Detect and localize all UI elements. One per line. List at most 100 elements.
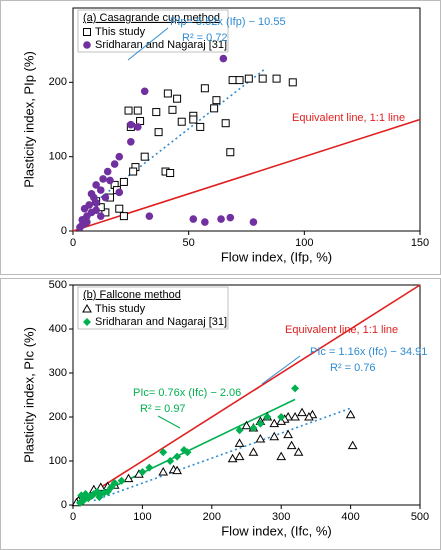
point	[228, 76, 237, 85]
point	[129, 167, 138, 176]
point	[201, 218, 209, 226]
point	[283, 429, 294, 439]
x-tick-label: 0	[70, 511, 76, 523]
annotation-arrow	[127, 27, 169, 61]
point	[110, 160, 119, 168]
point	[235, 76, 244, 85]
annotation: Equivalent line, 1:1 line	[292, 112, 405, 124]
y-tick-label: 300	[49, 367, 67, 379]
point	[80, 204, 89, 213]
y-tick-label: 0	[61, 225, 67, 237]
point	[255, 433, 266, 443]
point	[248, 447, 259, 456]
point	[297, 407, 307, 417]
point	[92, 206, 100, 214]
point	[152, 108, 161, 117]
point	[269, 418, 280, 428]
point	[103, 167, 112, 176]
point	[83, 28, 91, 36]
x-tick-label: 0	[70, 237, 76, 249]
point	[168, 105, 177, 114]
annotation-arrow	[157, 415, 181, 429]
point	[77, 491, 86, 500]
point	[347, 440, 358, 450]
point	[212, 96, 221, 105]
point	[288, 78, 297, 87]
legend-title: (b) Fallcone method	[83, 289, 181, 301]
point	[235, 426, 244, 435]
point	[133, 106, 142, 115]
point	[177, 117, 186, 126]
x-axis-label: Flow index, (Ifp, %)	[221, 249, 332, 264]
point	[221, 119, 230, 128]
x-tick-label: 50	[183, 237, 195, 249]
point	[124, 106, 133, 115]
point	[101, 208, 110, 217]
point	[140, 87, 149, 96]
point	[75, 498, 84, 507]
point	[140, 152, 149, 161]
point	[226, 148, 235, 157]
annotation: PIp= 5.52x (Ifp) − 10.55	[170, 16, 286, 28]
trend-line	[93, 407, 351, 502]
point	[123, 473, 134, 483]
point	[154, 128, 163, 137]
annotation: PIc = 1.16x (Ifc) − 34.91	[310, 346, 427, 358]
point	[159, 448, 168, 457]
legend-label: Sridharan and Nagaraj [31]	[95, 316, 227, 328]
point	[210, 104, 219, 113]
point	[133, 123, 142, 131]
point	[263, 413, 272, 421]
point	[92, 198, 100, 207]
point	[183, 448, 192, 457]
point	[115, 204, 124, 213]
y-tick-label: 400	[49, 323, 67, 335]
point	[83, 318, 91, 326]
plot-area	[72, 284, 421, 506]
point	[83, 41, 91, 49]
point	[173, 452, 182, 461]
point	[88, 491, 97, 500]
point	[96, 212, 105, 220]
point	[158, 466, 169, 476]
point	[166, 457, 175, 465]
y-tick-label: 0	[61, 499, 67, 511]
legend-box	[77, 9, 229, 53]
annotation: Equivalent line, 1:1 line	[285, 324, 398, 336]
y-tick-label: 500	[49, 279, 67, 291]
point	[96, 186, 105, 194]
point	[127, 138, 135, 146]
point	[227, 453, 238, 463]
point	[258, 74, 267, 83]
point	[345, 409, 356, 419]
annotation: R² = 0.97	[140, 403, 186, 415]
point	[277, 413, 286, 421]
x-tick-label: 200	[203, 511, 221, 523]
point	[249, 218, 258, 226]
point	[290, 411, 300, 421]
x-tick-label: 400	[341, 511, 359, 523]
point	[196, 122, 205, 131]
annotation: R² = 0.76	[330, 362, 376, 374]
annotation: R² = 0.72	[182, 32, 228, 44]
legend-label: This study	[95, 26, 146, 38]
point	[189, 115, 198, 124]
point	[244, 74, 253, 83]
legend-label: Sridharan and Nagaraj [31]	[95, 39, 227, 51]
trend-line	[72, 118, 421, 232]
point	[172, 465, 182, 475]
point	[276, 451, 287, 461]
point	[293, 447, 304, 456]
legend-box	[77, 286, 229, 330]
point	[95, 493, 104, 502]
point	[92, 181, 100, 189]
x-tick-label: 300	[272, 511, 290, 523]
y-tick-label: 100	[49, 151, 67, 163]
legend-title: (a) Casagrande cup method	[83, 12, 220, 24]
x-tick-label: 150	[411, 237, 429, 249]
point	[291, 384, 300, 393]
point	[115, 188, 124, 197]
point	[99, 175, 107, 183]
legend-label: This study	[95, 303, 146, 315]
